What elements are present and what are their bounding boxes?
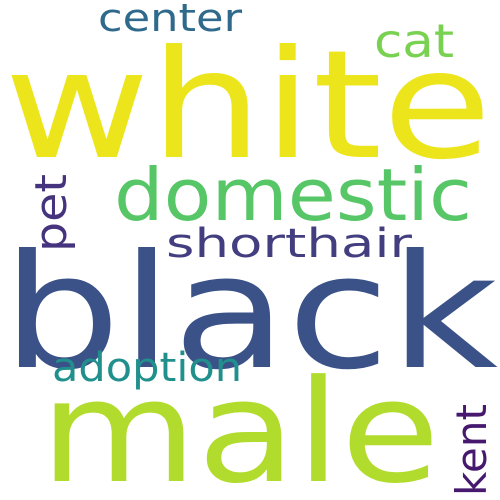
word-black: black bbox=[2, 221, 499, 405]
word-male: male bbox=[40, 350, 440, 500]
word-center: center bbox=[98, 0, 242, 40]
word-domestic: domestic bbox=[114, 153, 472, 237]
word-adoption: adoption bbox=[52, 345, 242, 391]
word-kent: kent bbox=[447, 404, 496, 496]
word-cat: cat bbox=[374, 14, 454, 68]
word-shorthair: shorthair bbox=[166, 221, 413, 267]
word-pet: pet bbox=[26, 174, 77, 252]
word-white: white bbox=[4, 19, 492, 193]
